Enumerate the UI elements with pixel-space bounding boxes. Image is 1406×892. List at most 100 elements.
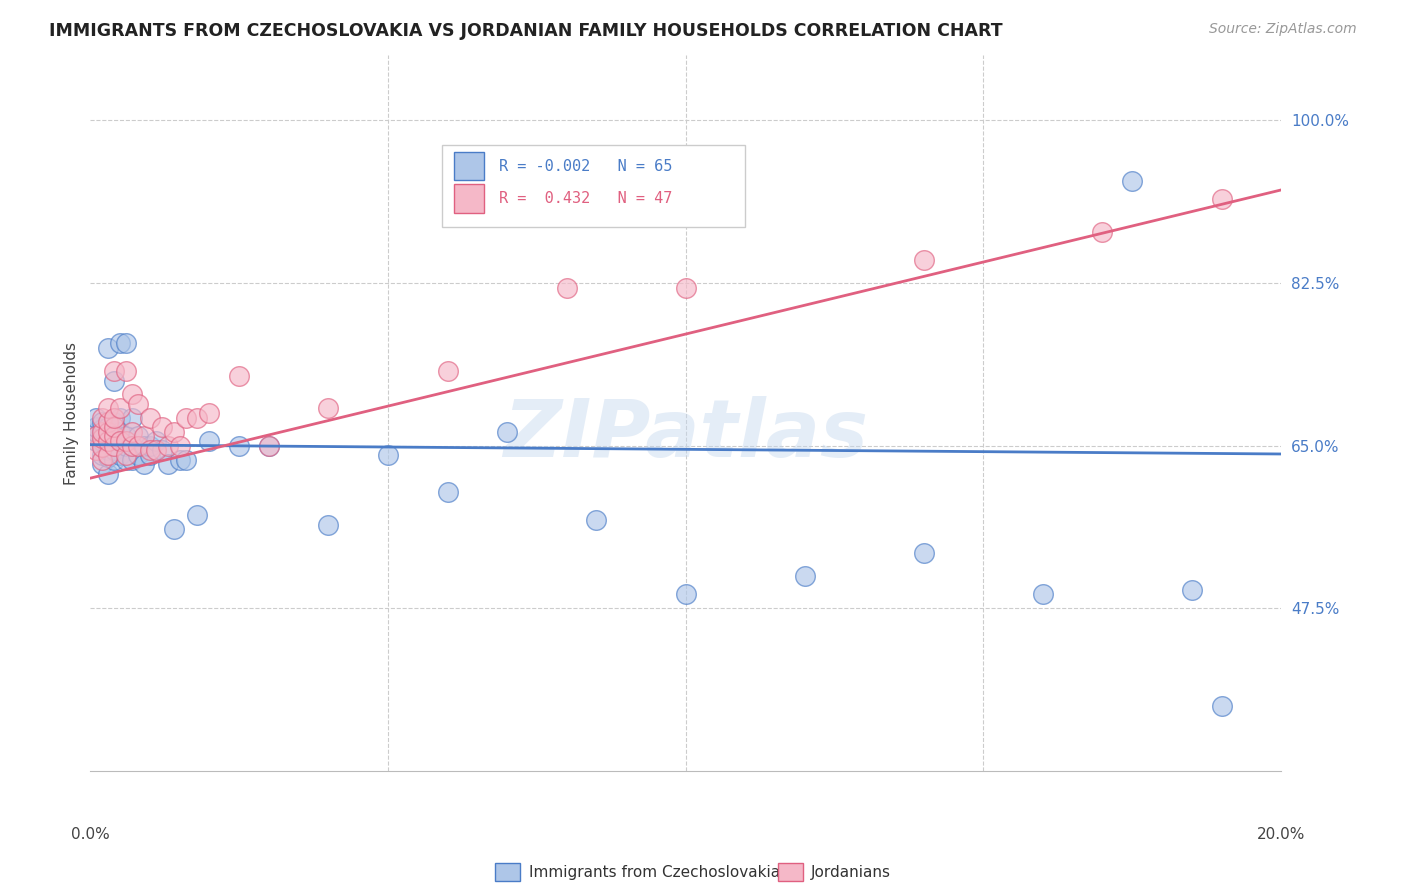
Point [97, 429, 120, 443]
Point [121, 452, 143, 467]
Point [145, 434, 167, 448]
Point [912, 545, 935, 559]
Point [91, 457, 114, 471]
Point [108, 336, 131, 351]
Point [174, 452, 197, 467]
Point [163, 425, 186, 439]
Point [91, 448, 114, 462]
Point [257, 439, 280, 453]
FancyBboxPatch shape [454, 152, 485, 180]
Point [132, 429, 155, 443]
FancyBboxPatch shape [441, 145, 745, 227]
Point [108, 425, 131, 439]
Point [115, 434, 138, 448]
Point [115, 439, 138, 453]
Point [169, 439, 191, 453]
Point [108, 434, 131, 448]
Point [103, 429, 125, 443]
Point [127, 397, 149, 411]
Point [84, 429, 107, 443]
Point [145, 443, 167, 458]
Point [127, 448, 149, 462]
Point [91, 425, 114, 439]
Point [97, 401, 120, 416]
Point [121, 425, 143, 439]
Point [97, 436, 120, 450]
Point [127, 439, 149, 453]
Point [91, 416, 114, 430]
Text: R = -0.002   N = 65: R = -0.002 N = 65 [499, 159, 672, 174]
Point [377, 448, 399, 462]
Point [555, 280, 578, 294]
Point [108, 434, 131, 448]
Point [91, 431, 114, 445]
Point [97, 425, 120, 439]
Point [139, 443, 162, 458]
Point [103, 425, 125, 439]
Point [97, 341, 120, 355]
Point [169, 452, 191, 467]
Point [91, 422, 114, 436]
Point [103, 452, 125, 467]
Point [150, 443, 173, 458]
Point [115, 336, 138, 351]
Point [1032, 587, 1054, 601]
Point [108, 448, 131, 462]
Point [1211, 192, 1233, 206]
Point [1211, 698, 1233, 713]
Point [91, 429, 114, 443]
Point [97, 434, 120, 448]
Point [121, 410, 143, 425]
Point [97, 450, 120, 464]
Point [108, 410, 131, 425]
Point [84, 420, 107, 434]
Point [1181, 582, 1204, 597]
Point [103, 439, 125, 453]
Point [121, 387, 143, 401]
Point [91, 439, 114, 453]
Point [228, 368, 250, 383]
Point [97, 448, 120, 462]
Point [115, 364, 138, 378]
Text: Source: ZipAtlas.com: Source: ZipAtlas.com [1209, 22, 1357, 37]
Point [121, 439, 143, 453]
Y-axis label: Family Households: Family Households [65, 342, 79, 484]
Point [436, 485, 458, 500]
Point [103, 410, 125, 425]
Point [97, 416, 120, 430]
Point [84, 434, 107, 448]
Point [115, 448, 138, 462]
Point [139, 439, 162, 453]
Point [198, 406, 221, 420]
Point [103, 374, 125, 388]
Point [84, 410, 107, 425]
Point [496, 425, 519, 439]
Point [793, 568, 815, 582]
Text: ZIPatlas: ZIPatlas [503, 395, 869, 474]
Point [1091, 225, 1114, 239]
Point [103, 416, 125, 430]
Point [97, 467, 120, 481]
Point [186, 508, 208, 523]
Point [84, 425, 107, 439]
Point [121, 439, 143, 453]
Point [91, 441, 114, 455]
FancyBboxPatch shape [454, 184, 485, 212]
Point [132, 457, 155, 471]
Text: 0.0%: 0.0% [70, 827, 110, 842]
Text: Immigrants from Czechoslovakia: Immigrants from Czechoslovakia [529, 865, 780, 880]
Text: R =  0.432   N = 47: R = 0.432 N = 47 [499, 191, 672, 206]
Text: Jordanians: Jordanians [811, 865, 891, 880]
Point [174, 410, 197, 425]
Point [228, 439, 250, 453]
Point [675, 280, 697, 294]
Point [103, 364, 125, 378]
Point [156, 439, 179, 453]
Point [139, 448, 162, 462]
Point [318, 401, 340, 416]
Point [97, 443, 120, 458]
Point [84, 429, 107, 443]
Point [91, 434, 114, 448]
Point [186, 410, 208, 425]
Point [150, 420, 173, 434]
